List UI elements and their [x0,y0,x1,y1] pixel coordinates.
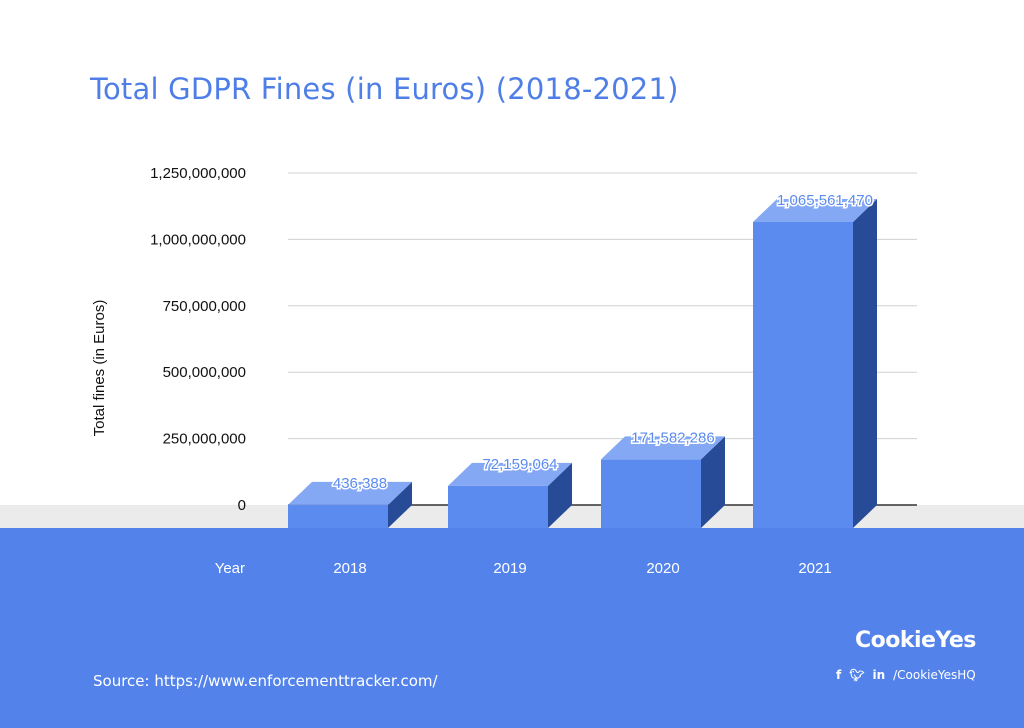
bar-top [288,481,412,505]
x-tick-label: 2018 [333,560,366,577]
chart-title: Total GDPR Fines (in Euros) (2018-2021) [90,72,679,106]
y-tick-label: 1,250,000,000 [150,165,246,182]
x-tick-label: 2021 [798,560,831,577]
bar-side [548,462,572,528]
source-credit: Source: https://www.enforcementtracker.c… [93,672,438,690]
bar-side [853,198,877,528]
y-tick-label: 250,000,000 [163,431,246,448]
social-links: f 🐦︎ in /CookieYesHQ [836,668,976,682]
x-tick-label: 2020 [646,560,679,577]
y-tick-label: 750,000,000 [163,298,246,315]
bar-top [601,436,725,460]
bar-2019 [448,462,572,528]
bar-top [448,462,572,486]
y-axis-label: Total fines (in Euros) [91,300,108,437]
x-axis-label: Year [215,560,245,577]
brand-logo: CookieYes [855,628,976,653]
bar-top [753,198,877,222]
social-handle[interactable]: /CookieYesHQ [893,668,976,682]
bar-2018 [288,481,412,528]
bar-value-label: 436,388 [333,475,387,492]
bar-value-label: 1,065,561,470 [777,192,873,209]
bar-front [753,221,853,528]
bar-2021 [753,198,877,528]
bar-front [601,459,701,528]
bar-2020 [601,436,725,528]
x-tick-label: 2019 [493,560,526,577]
footer-band [0,528,1024,728]
twitter-icon[interactable]: 🐦︎ [849,668,865,682]
bar-value-label: 171,582,286 [631,429,714,446]
facebook-icon[interactable]: f [836,668,842,682]
bar-side [388,481,412,528]
linkedin-icon[interactable]: in [872,668,886,682]
bar-front [288,504,388,528]
y-tick-label: 500,000,000 [163,364,246,381]
bar-front [448,485,548,528]
bar-side [701,436,725,528]
y-tick-label: 0 [238,497,246,514]
y-tick-label: 1,000,000,000 [150,231,246,248]
bar-value-label: 72,159,064 [482,456,557,473]
